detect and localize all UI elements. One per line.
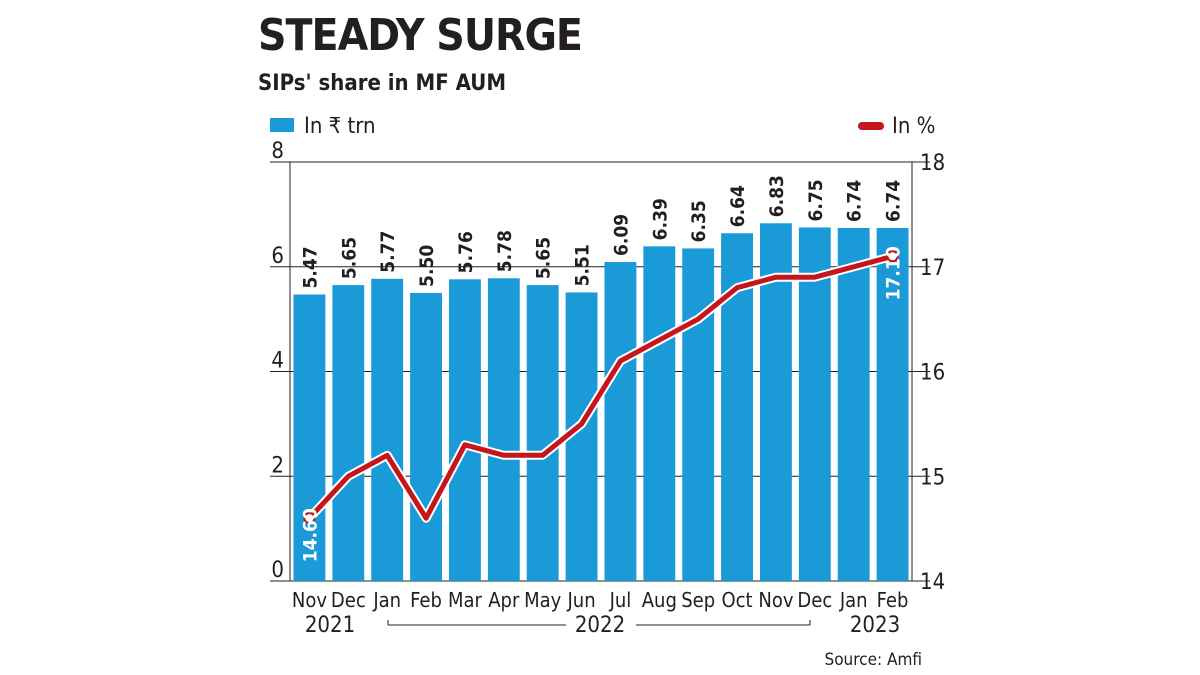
y-left-tick-label: 0 [271, 558, 284, 583]
x-tick-label: Feb [410, 588, 442, 612]
chart-title: STEADY SURGE [258, 10, 582, 61]
bar-value-label: 6.09 [610, 214, 632, 256]
bar-value-label: 5.76 [455, 231, 477, 273]
bar [371, 278, 404, 581]
x-tick-label: Dec [797, 588, 832, 612]
y-left-tick-label: 8 [271, 139, 284, 164]
x-tick-label: Nov [758, 588, 793, 612]
bar [682, 248, 715, 581]
bar [526, 285, 559, 581]
bar-value-label: 5.50 [416, 245, 438, 287]
x-tick-label: Dec [331, 588, 366, 612]
x-tick-label: Jan [372, 588, 401, 612]
bar-value-label: 5.77 [377, 231, 399, 273]
bar-value-label: 5.47 [299, 246, 321, 288]
bar-value-label: 6.35 [688, 200, 710, 242]
line-series: 14.60 17.10 [299, 246, 904, 562]
bar [410, 292, 443, 581]
year-2022: 2022 [575, 613, 625, 638]
y-right-tick-label: 15 [920, 465, 945, 490]
y-left-tick-label: 2 [271, 453, 284, 478]
y-left-tick-label: 4 [271, 349, 284, 374]
line-path [306, 253, 896, 521]
bar-value-label: 5.65 [338, 237, 360, 279]
bar-value-label: 6.39 [649, 198, 671, 240]
bar-value-label: 6.75 [805, 179, 827, 221]
year-2023: 2023 [850, 613, 900, 638]
legend-line-label: In % [892, 114, 935, 139]
year-2021: 2021 [305, 613, 355, 638]
x-tick-label: Nov [292, 588, 327, 612]
x-tick-label: May [524, 588, 562, 612]
line-value-label: 14.60 [299, 508, 321, 562]
bar-value-label: 5.65 [533, 237, 555, 279]
bar-value-label: 5.51 [572, 244, 594, 286]
source-note: Source: Amfi [824, 650, 922, 670]
x-tick-label: Jul [609, 588, 632, 612]
x-tick-label: Feb [877, 588, 909, 612]
x-tick-label: Jan [839, 588, 868, 612]
bar-value-label: 5.78 [494, 230, 516, 272]
y-right-tick-label: 18 [920, 151, 945, 176]
x-tick-label: Oct [722, 588, 753, 612]
bar [837, 227, 870, 581]
x-tick-label: Mar [448, 588, 483, 612]
bar [798, 227, 831, 581]
legend-bar-swatch [270, 118, 294, 132]
bar-value-label: 6.74 [844, 180, 866, 222]
bar-value-label: 6.64 [727, 185, 749, 227]
bar [448, 279, 481, 581]
bar [643, 246, 676, 582]
x-tick-label: Sep [681, 588, 715, 612]
bar [876, 227, 909, 581]
bar [293, 294, 326, 581]
line-endpoint-marker [303, 512, 316, 525]
y-right-tick-label: 14 [920, 570, 945, 595]
bar [487, 278, 520, 581]
chart-subtitle: SIPs' share in MF AUM [258, 71, 506, 96]
bar-value-label: 6.74 [883, 180, 905, 222]
y-left-tick-label: 6 [271, 244, 284, 269]
bar [332, 285, 365, 581]
gridlines [270, 161, 930, 582]
x-tick-label: Aug [642, 588, 677, 612]
x-tick-label: Apr [488, 588, 520, 612]
legend-bar-label: In ₹ trn [304, 114, 376, 139]
bar-value-label: 6.83 [766, 175, 788, 217]
line-endpoint-marker [886, 250, 899, 263]
y-right-tick-label: 17 [920, 256, 945, 281]
bars: 5.47 5.65 5.77 5.50 5.76 5.78 5.65 5.51 6.09 6.39… [293, 175, 909, 582]
x-tick-label: Jun [567, 588, 596, 612]
line-value-label: 17.10 [883, 246, 905, 300]
y-right-tick-label: 16 [920, 361, 945, 386]
bar [604, 262, 637, 581]
